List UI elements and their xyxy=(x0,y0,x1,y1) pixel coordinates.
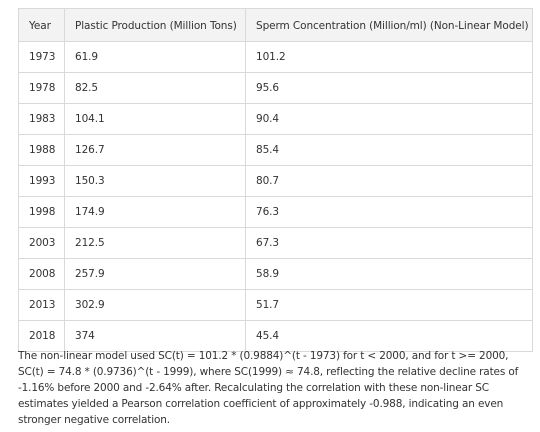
cell-sperm-concentration: 101.2 xyxy=(245,41,533,73)
cell-plastic-production: 104.1 xyxy=(64,103,246,135)
table-row: 1973 61.9 101.2 xyxy=(18,41,533,73)
header-sperm-concentration: Sperm Concentration (Million/ml) (Non-Li… xyxy=(245,8,533,42)
header-row: Year Plastic Production (Million Tons) S… xyxy=(18,8,533,42)
table-row: 2008 257.9 58.9 xyxy=(18,258,533,290)
table-row: 1978 82.5 95.6 xyxy=(18,72,533,104)
cell-year: 1993 xyxy=(18,165,65,197)
table-row: 1993 150.3 80.7 xyxy=(18,165,533,197)
table-row: 2018 374 45.4 xyxy=(18,320,533,352)
table-row: 1983 104.1 90.4 xyxy=(18,103,533,135)
cell-year: 1973 xyxy=(18,41,65,73)
cell-plastic-production: 257.9 xyxy=(64,258,246,290)
table-row: 2003 212.5 67.3 xyxy=(18,227,533,259)
table-row: 2013 302.9 51.7 xyxy=(18,289,533,321)
cell-plastic-production: 150.3 xyxy=(64,165,246,197)
cell-year: 2018 xyxy=(18,320,65,352)
table-row: 1988 126.7 85.4 xyxy=(18,134,533,166)
cell-year: 1978 xyxy=(18,72,65,104)
header-year: Year xyxy=(18,8,65,42)
header-plastic-production: Plastic Production (Million Tons) xyxy=(64,8,246,42)
cell-year: 1983 xyxy=(18,103,65,135)
cell-plastic-production: 82.5 xyxy=(64,72,246,104)
cell-year: 2013 xyxy=(18,289,65,321)
table-header: Year Plastic Production (Million Tons) S… xyxy=(18,8,533,42)
cell-year: 2003 xyxy=(18,227,65,259)
cell-year: 1988 xyxy=(18,134,65,166)
cell-sperm-concentration: 45.4 xyxy=(245,320,533,352)
table-row: 1998 174.9 76.3 xyxy=(18,196,533,228)
cell-plastic-production: 212.5 xyxy=(64,227,246,259)
data-table: Year Plastic Production (Million Tons) S… xyxy=(18,8,533,352)
model-explanation-paragraph: The non-linear model used SC(t) = 101.2 … xyxy=(18,350,519,426)
cell-plastic-production: 302.9 xyxy=(64,289,246,321)
cell-sperm-concentration: 58.9 xyxy=(245,258,533,290)
cell-sperm-concentration: 67.3 xyxy=(245,227,533,259)
cell-plastic-production: 174.9 xyxy=(64,196,246,228)
cell-plastic-production: 61.9 xyxy=(64,41,246,73)
cell-sperm-concentration: 51.7 xyxy=(245,289,533,321)
cell-plastic-production: 126.7 xyxy=(64,134,246,166)
cell-sperm-concentration: 95.6 xyxy=(245,72,533,104)
cell-sperm-concentration: 76.3 xyxy=(245,196,533,228)
cell-year: 2008 xyxy=(18,258,65,290)
table-body: 1973 61.9 101.2 1978 82.5 95.6 1983 104.… xyxy=(18,41,533,352)
cell-sperm-concentration: 85.4 xyxy=(245,134,533,166)
cell-plastic-production: 374 xyxy=(64,320,246,352)
cell-year: 1998 xyxy=(18,196,65,228)
cell-sperm-concentration: 80.7 xyxy=(245,165,533,197)
cell-sperm-concentration: 90.4 xyxy=(245,103,533,135)
